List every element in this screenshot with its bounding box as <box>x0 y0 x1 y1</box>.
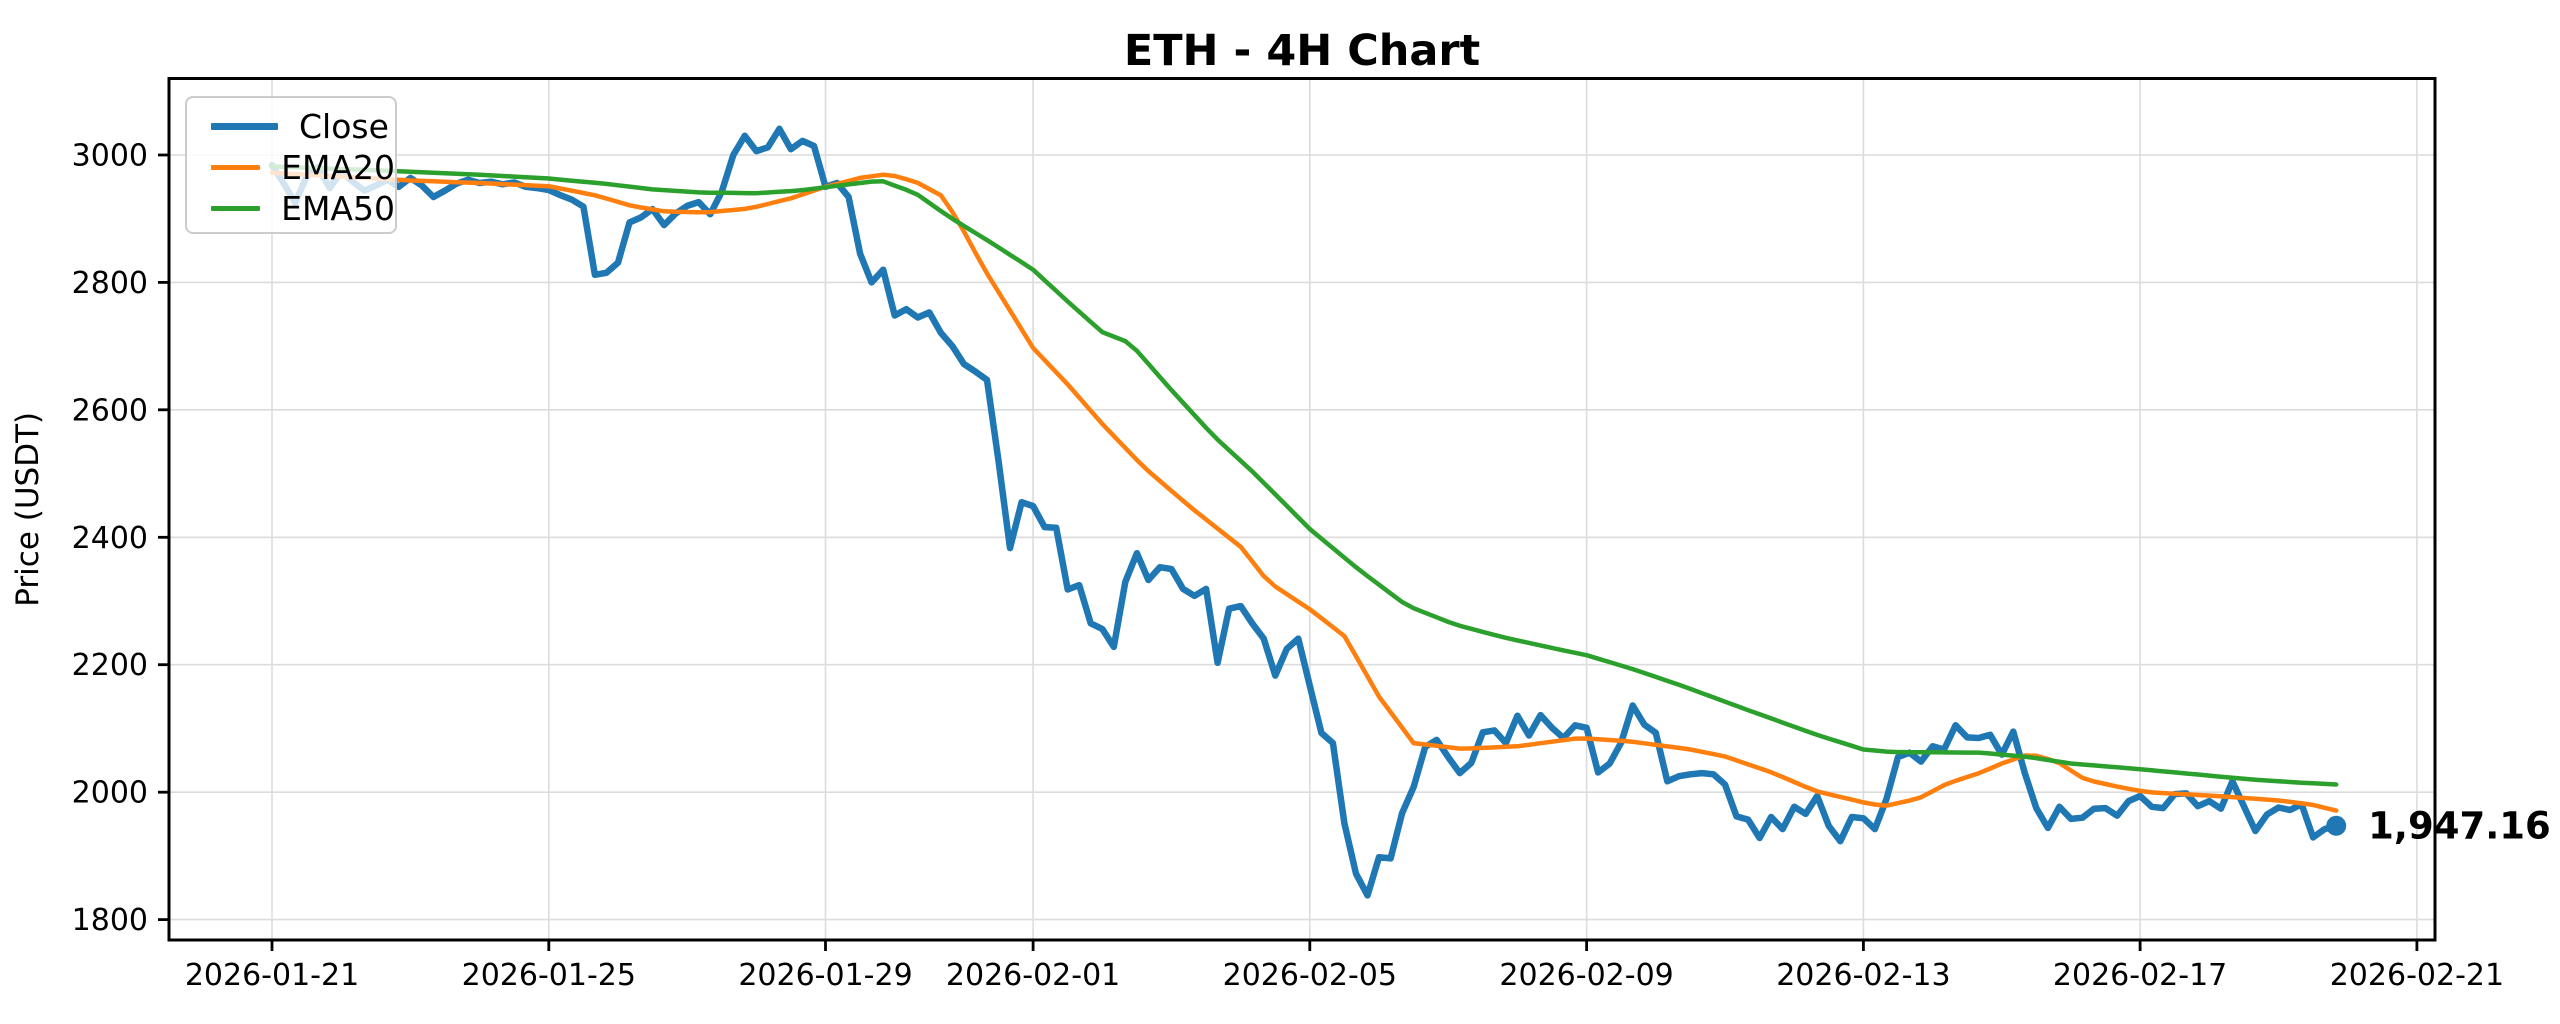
series-line-ema50 <box>269 164 2339 787</box>
y-tick-label: 2000 <box>72 776 148 811</box>
x-tick-label: 2026-02-01 <box>946 958 1120 993</box>
chart-title: ETH - 4H Chart <box>1123 26 1481 76</box>
x-tick-label: 2026-02-21 <box>2330 958 2504 993</box>
last-price-dot <box>2326 815 2347 836</box>
legend-item-ema20: EMA20 <box>211 147 395 188</box>
close-line-swatch <box>211 123 278 130</box>
ema20-line-swatch <box>211 165 261 170</box>
series-line-ema20 <box>269 170 2339 813</box>
ema50-line-swatch <box>211 206 261 211</box>
x-tick-label: 2026-01-29 <box>738 958 912 993</box>
x-tick-label: 2026-01-21 <box>185 958 359 993</box>
y-tick-label: 2600 <box>72 393 148 428</box>
x-tick-label: 2026-02-17 <box>2053 958 2227 993</box>
legend: Close EMA20 EMA50 <box>185 96 397 234</box>
axes-frame <box>167 77 2437 942</box>
x-tick-label: 2026-02-05 <box>1223 958 1397 993</box>
y-tick-label: 3000 <box>72 139 148 174</box>
legend-label: Close <box>299 107 389 146</box>
y-axis-label: Price (USDT) <box>10 412 46 607</box>
legend-item-ema50: EMA50 <box>211 188 395 229</box>
y-tick-label: 2800 <box>72 266 148 301</box>
y-tick-label: 2200 <box>72 648 148 683</box>
last-price-annotation: 1,947.16 <box>2368 804 2551 848</box>
legend-item-close: Close <box>211 106 395 147</box>
legend-label: EMA50 <box>281 189 395 228</box>
y-tick-label: 2400 <box>72 521 148 556</box>
series-line-close <box>268 125 2340 899</box>
x-tick-label: 2026-02-13 <box>1776 958 1950 993</box>
y-tick-label: 1800 <box>72 903 148 938</box>
legend-label: EMA20 <box>281 148 395 187</box>
x-tick-label: 2026-02-09 <box>1499 958 1673 993</box>
x-tick-label: 2026-01-25 <box>462 958 636 993</box>
